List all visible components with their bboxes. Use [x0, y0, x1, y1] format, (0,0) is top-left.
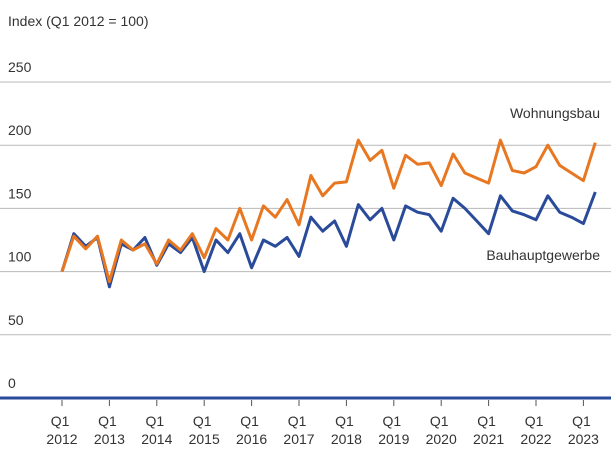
x-tick-label: Q1 2019 — [378, 413, 409, 447]
x-tick-label: Q1 2020 — [426, 413, 457, 447]
x-tick-label: Q1 2017 — [283, 413, 314, 447]
y-tick-label: 50 — [8, 312, 24, 328]
series-line — [60, 138, 597, 284]
x-tick-label: Q1 2013 — [94, 413, 125, 447]
x-tick-label: Q1 2016 — [236, 413, 267, 447]
x-tick-label: Q1 2014 — [141, 413, 172, 447]
y-axis-label: Index (Q1 2012 = 100) — [8, 13, 149, 29]
y-tick-label: 200 — [8, 122, 32, 138]
y-tick-label: 100 — [8, 249, 32, 265]
series-label: Wohnungsbau — [510, 105, 600, 121]
x-tick-label: Q1 2018 — [331, 413, 362, 447]
x-tick-label: Q1 2021 — [473, 413, 504, 447]
y-tick-label: 0 — [8, 375, 16, 391]
series-label: Bauhauptgewerbe — [486, 247, 600, 263]
series-line — [60, 191, 597, 289]
x-tick-label: Q1 2022 — [520, 413, 551, 447]
x-tick-label: Q1 2012 — [46, 413, 77, 447]
x-tick-label: Q1 2023 — [568, 413, 599, 447]
y-tick-label: 250 — [8, 59, 32, 75]
y-tick-label: 150 — [8, 185, 32, 201]
x-tick-label: Q1 2015 — [189, 413, 220, 447]
